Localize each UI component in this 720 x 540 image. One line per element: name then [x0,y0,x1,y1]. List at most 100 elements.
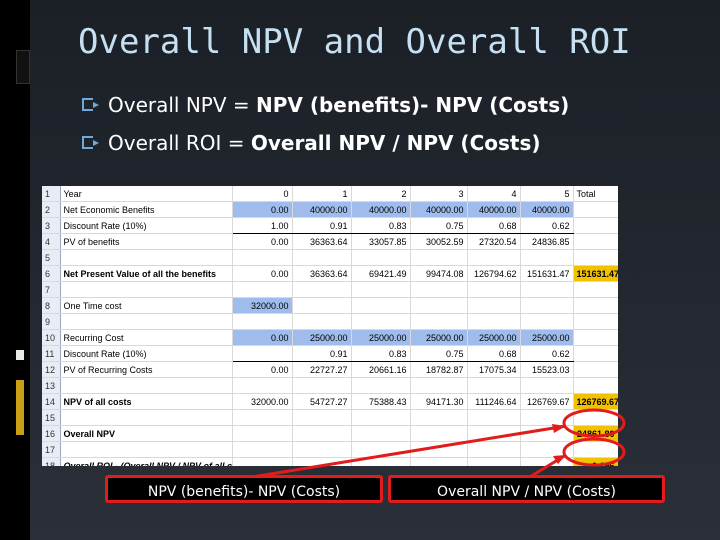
table-cell: 40000.00 [520,201,574,218]
table-cell [520,281,574,298]
table-cell: 22727.27 [292,361,352,378]
bullet-arrow-icon [82,98,99,111]
table-cell: 40000.00 [410,201,468,218]
table-cell: 0.00 [232,361,293,378]
table-row: 15 [42,409,618,426]
table-cell [520,425,574,442]
row-number: 14 [42,393,61,410]
table-cell [232,457,293,466]
table-row: 2 Net Economic Benefits 0.00 40000.00 40000.… [42,201,618,218]
table-cell [410,281,468,298]
table-cell: 5 [520,186,574,202]
row-label: Net Economic Benefits [60,201,233,218]
table-row: 3 Discount Rate (10%) 1.00 0.91 0.83 0.75 0.68… [42,217,618,234]
table-cell: 0.91 [292,217,352,234]
row-number: 17 [42,441,61,458]
table-cell [232,345,293,362]
table-cell: 32000.00 [232,393,293,410]
table-cell: 25000.00 [467,329,521,346]
total-cell [573,281,618,298]
table-cell: 17075.34 [467,361,521,378]
table-cell [292,457,352,466]
table-cell [351,409,411,426]
table-cell: 0.91 [292,345,352,362]
decoration-bar-light [16,350,24,360]
table-row: 6 Net Present Value of all the benefits 0.… [42,265,618,282]
row-label: Year [60,186,233,202]
table-row: 4 PV of benefits 0.00 36363.64 33057.85 30052… [42,233,618,250]
table-cell [351,441,411,458]
row-label: Discount Rate (10%) [60,345,233,362]
callout-npv-formula: NPV (benefits)- NPV (Costs) [105,475,383,503]
row-number: 3 [42,217,61,234]
table-cell: 54727.27 [292,393,352,410]
spreadsheet-screenshot: 1 Year 0 1 2 3 4 5 Total 2 Net Economic Benefits 0.… [42,186,618,466]
bullet-item-npv: Overall NPV = NPV (benefits)- NPV (Costs… [82,90,569,120]
table-row: 17 [42,441,618,458]
row-number: 13 [42,377,61,394]
row-number: 11 [42,345,61,362]
table-cell: 0.68 [467,345,521,362]
row-number: 16 [42,425,61,442]
row-number: 6 [42,265,61,282]
table-cell: 126794.62 [467,265,521,282]
table-cell [351,377,411,394]
decoration-bar-dark [16,50,30,84]
table-cell [467,457,521,466]
table-row: 9 [42,313,618,330]
total-cell: 0.196 [573,457,618,466]
row-label [60,377,233,394]
table-cell [520,297,574,314]
total-cell [573,313,618,330]
table-cell [292,425,352,442]
table-cell [467,377,521,394]
table-cell [467,425,521,442]
table-cell: 33057.85 [351,233,411,250]
table-cell: 99474.08 [410,265,468,282]
total-cell: 151631.47 [573,265,618,282]
table-cell: 0.00 [232,233,293,250]
row-label: Overall NPV [60,425,233,442]
table-cell [410,313,468,330]
table-cell: 40000.00 [467,201,521,218]
slide-title: Overall NPV and Overall ROI [78,22,631,62]
table-cell [351,297,411,314]
table-cell: 0.83 [351,345,411,362]
table-cell: 36363.64 [292,265,352,282]
table-cell: 0.00 [232,329,293,346]
table-cell: 0.83 [351,217,411,234]
row-number: 12 [42,361,61,378]
table-cell [520,409,574,426]
table-cell [467,297,521,314]
row-number: 1 [42,186,61,202]
row-label [60,249,233,266]
table-cell [467,409,521,426]
table-cell: 0.00 [232,265,293,282]
total-cell: 24861.80 [573,425,618,442]
row-label: Net Present Value of all the benefits [60,265,233,282]
row-label: Overall ROI - (Overall NPV / NPV of all … [60,457,233,466]
total-cell [573,377,618,394]
table-cell [232,281,293,298]
table-row: 13 [42,377,618,394]
row-label [60,313,233,330]
row-number: 7 [42,281,61,298]
table-cell [410,425,468,442]
table-row: 10 Recurring Cost 0.00 25000.00 25000.00 2500… [42,329,618,346]
table-cell: 27320.54 [467,233,521,250]
table-cell: 0.62 [520,345,574,362]
table-cell: 1.00 [232,217,293,234]
table-cell: 24836.85 [520,233,574,250]
table-cell: 4 [467,186,521,202]
table-cell: 0 [232,186,293,202]
table-cell: 0.62 [520,217,574,234]
table-cell: 75388.43 [351,393,411,410]
table-cell: 40000.00 [351,201,411,218]
table-cell: 1 [292,186,352,202]
table-cell: 126769.67 [520,393,574,410]
table-row: 12 PV of Recurring Costs 0.00 22727.27 20661… [42,361,618,378]
total-cell: 126769.67 [573,393,618,410]
table-row: 7 [42,281,618,298]
table-cell [351,457,411,466]
total-cell [573,201,618,218]
